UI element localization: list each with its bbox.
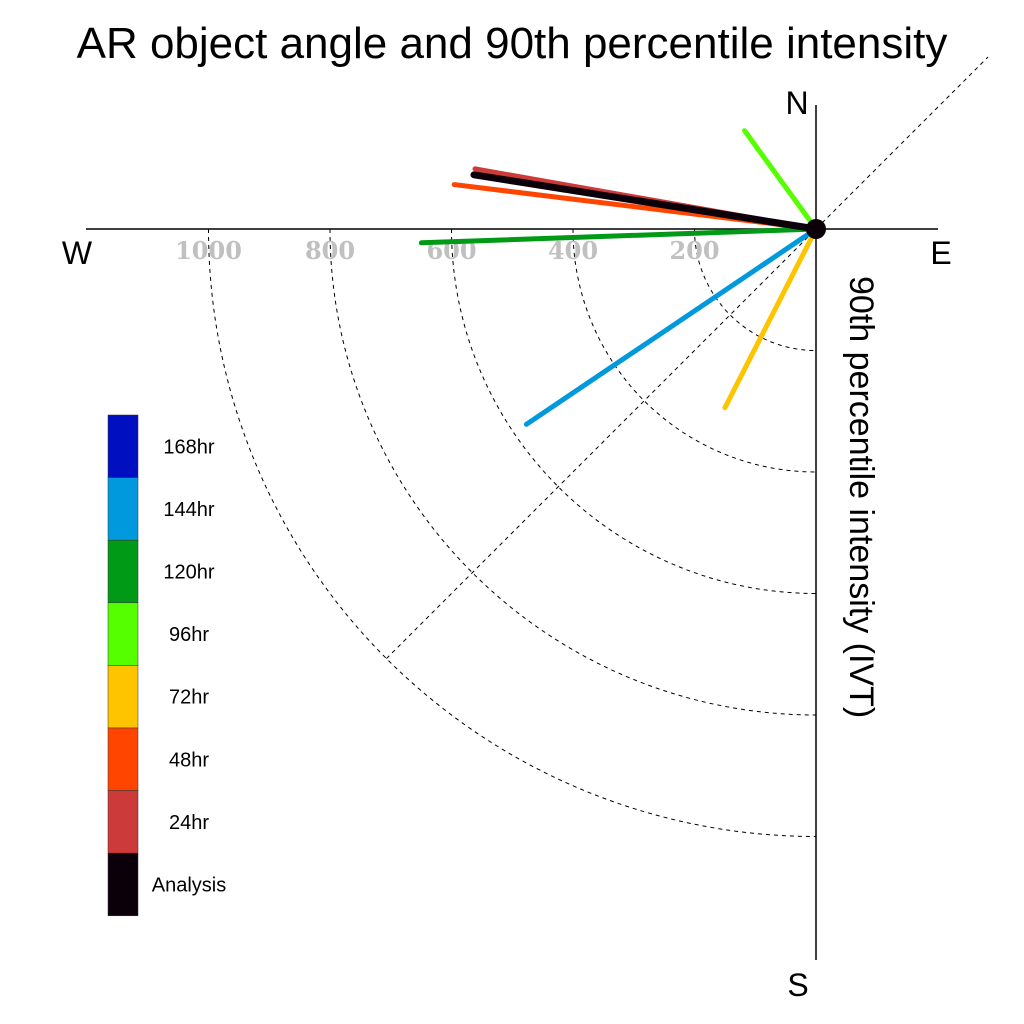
legend-swatch-120hr — [107, 539, 139, 604]
legend-label-96hr: 96hr — [169, 624, 209, 646]
legend-swatch-48hr — [107, 727, 139, 791]
direction-south: S — [787, 967, 808, 1003]
legend-swatch-72hr — [107, 665, 139, 729]
y-axis-label: 90th percentile intensity (IVT) — [842, 276, 880, 718]
grid-arc — [694, 228, 817, 351]
legend-label-48hr: 48hr — [169, 749, 209, 771]
origin-marker — [806, 219, 826, 239]
radial-tick-label: 800 — [305, 236, 355, 265]
radial-tick-label: 400 — [548, 236, 598, 265]
direction-west: W — [62, 235, 93, 271]
legend-swatch-96hr — [107, 602, 139, 666]
grid-arc — [329, 228, 817, 716]
legend-label-24hr: 24hr — [169, 812, 209, 834]
series-line-72hr — [722, 226, 819, 411]
legend-swatch-analysis — [107, 852, 139, 917]
grid-diagonal — [386, 56, 989, 659]
grid-arc — [208, 228, 817, 837]
series-line-144hr — [523, 226, 819, 427]
radial-tick-label: 200 — [669, 236, 719, 265]
legend-label-144hr: 144hr — [163, 499, 214, 521]
legend-label-72hr: 72hr — [169, 687, 209, 709]
grid — [208, 56, 989, 837]
series-line-120hr — [418, 226, 819, 246]
series-line-analysis — [470, 171, 820, 233]
series-lines — [418, 128, 820, 427]
legend: 168hr 144hr 120hr 96hr 72hr 48hr 24hr Analysis — [107, 414, 226, 917]
legend-label-120hr: 120hr — [163, 562, 214, 584]
legend-swatch-168hr — [107, 414, 139, 478]
radial-tick-label: 1000 — [175, 236, 242, 265]
chart-title: AR object angle and 90th percentile inte… — [77, 19, 948, 68]
direction-north: N — [785, 85, 808, 121]
legend-swatch-24hr — [107, 790, 139, 854]
legend-swatch-144hr — [107, 477, 139, 541]
legend-label-analysis: Analysis — [152, 875, 226, 897]
series-line-96hr — [742, 128, 819, 232]
direction-east: E — [930, 235, 951, 271]
legend-label-168hr: 168hr — [163, 436, 214, 458]
